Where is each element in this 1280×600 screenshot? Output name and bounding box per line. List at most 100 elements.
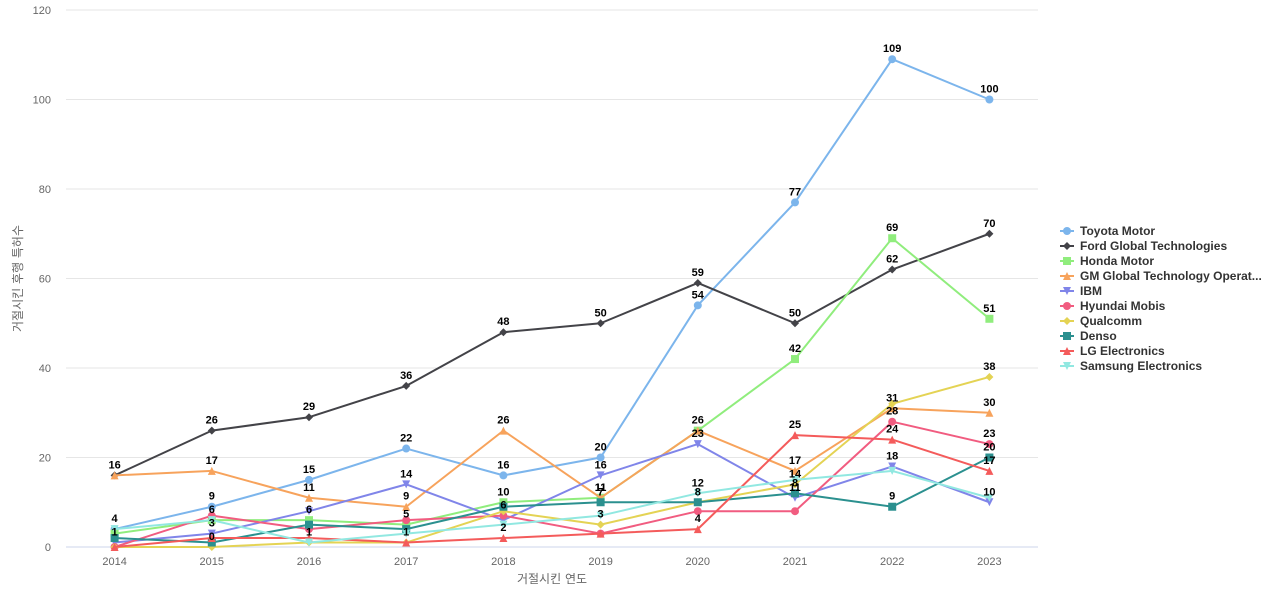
legend-item[interactable]: Denso [1060, 329, 1117, 343]
data-point[interactable] [693, 507, 702, 516]
data-point[interactable] [305, 507, 313, 516]
data-point[interactable] [791, 319, 799, 328]
data-point[interactable] [402, 520, 411, 529]
data-point[interactable] [985, 466, 994, 475]
data-point[interactable] [985, 229, 994, 238]
data-point[interactable] [499, 502, 508, 511]
data-point[interactable] [110, 471, 119, 480]
data-point[interactable] [791, 489, 799, 498]
data-point[interactable] [207, 516, 216, 525]
data-point[interactable] [693, 301, 702, 310]
data-point[interactable] [985, 498, 994, 507]
data-point[interactable] [693, 489, 702, 498]
data-point[interactable] [596, 520, 605, 529]
data-point[interactable] [791, 507, 799, 516]
data-point[interactable] [402, 525, 411, 534]
data-point[interactable] [207, 466, 216, 475]
data-point[interactable] [888, 55, 897, 64]
data-point[interactable] [596, 471, 605, 480]
data-point[interactable] [791, 355, 799, 364]
data-point[interactable] [402, 502, 411, 511]
data-point[interactable] [888, 234, 897, 243]
data-point[interactable] [402, 480, 411, 489]
legend-item[interactable]: GM Global Technology Operat... [1060, 269, 1262, 283]
legend-marker[interactable] [1063, 227, 1071, 235]
data-point[interactable] [207, 534, 216, 543]
data-point[interactable] [402, 444, 411, 453]
data-point[interactable] [596, 529, 605, 538]
data-point[interactable] [985, 95, 994, 104]
legend-marker[interactable] [1063, 302, 1071, 310]
data-point[interactable] [693, 440, 702, 449]
data-point[interactable] [402, 538, 411, 547]
data-point[interactable] [596, 511, 605, 520]
data-point[interactable] [596, 498, 605, 507]
data-point[interactable] [693, 426, 702, 435]
data-point[interactable] [985, 440, 994, 449]
data-point[interactable] [402, 516, 411, 525]
data-point[interactable] [499, 511, 508, 520]
data-point[interactable] [888, 502, 897, 511]
legend-item[interactable]: Toyota Motor [1060, 224, 1155, 238]
legend-item[interactable]: LG Electronics [1060, 344, 1165, 358]
data-point[interactable] [693, 278, 702, 287]
legend-item[interactable]: Qualcomm [1060, 314, 1142, 328]
data-point[interactable] [791, 431, 799, 440]
data-point[interactable] [596, 453, 605, 462]
data-point[interactable] [305, 520, 313, 529]
legend-item[interactable]: IBM [1060, 284, 1102, 298]
data-point[interactable] [499, 534, 508, 543]
legend-item[interactable]: Hyundai Mobis [1060, 299, 1166, 313]
data-point[interactable] [888, 462, 897, 471]
data-point[interactable] [499, 520, 508, 529]
data-point[interactable] [207, 426, 216, 435]
data-point[interactable] [985, 453, 994, 462]
data-point[interactable] [596, 319, 605, 328]
data-point[interactable] [791, 475, 799, 484]
data-point[interactable] [985, 408, 994, 417]
data-point[interactable] [888, 399, 897, 408]
data-point[interactable] [402, 529, 411, 538]
data-point[interactable] [305, 475, 313, 484]
data-point[interactable] [888, 404, 897, 413]
legend-item[interactable]: Honda Motor [1060, 254, 1154, 268]
data-point[interactable] [110, 525, 119, 534]
legend-marker[interactable] [1063, 257, 1071, 265]
data-point[interactable] [791, 466, 799, 475]
data-point[interactable] [693, 498, 702, 507]
legend-item[interactable]: Ford Global Technologies [1060, 239, 1227, 253]
data-point[interactable] [305, 516, 313, 525]
data-point[interactable] [110, 534, 119, 543]
data-point[interactable] [499, 498, 508, 507]
legend-marker[interactable] [1063, 362, 1071, 370]
data-point[interactable] [888, 466, 897, 475]
legend-item[interactable]: Samsung Electronics [1060, 359, 1202, 373]
data-point[interactable] [207, 502, 216, 511]
data-point[interactable] [791, 480, 799, 489]
data-point[interactable] [888, 417, 897, 426]
data-point[interactable] [207, 529, 216, 538]
data-point[interactable] [985, 372, 994, 381]
data-point[interactable] [693, 525, 702, 534]
data-point[interactable] [402, 381, 411, 390]
legend-marker[interactable] [1063, 242, 1071, 250]
data-point[interactable] [207, 538, 216, 547]
legend-marker[interactable] [1063, 347, 1071, 355]
data-point[interactable] [985, 314, 994, 323]
data-point[interactable] [888, 435, 897, 444]
data-point[interactable] [499, 471, 508, 480]
data-point[interactable] [499, 328, 508, 337]
data-point[interactable] [305, 493, 313, 502]
data-point[interactable] [305, 538, 313, 547]
legend-marker[interactable] [1063, 287, 1071, 295]
data-point[interactable] [305, 413, 313, 422]
legend-marker[interactable] [1063, 272, 1071, 280]
data-point[interactable] [791, 198, 799, 207]
legend-marker[interactable] [1063, 332, 1071, 340]
data-point[interactable] [110, 529, 119, 538]
legend-marker[interactable] [1063, 317, 1071, 325]
data-point[interactable] [110, 543, 119, 551]
data-point[interactable] [499, 426, 508, 435]
data-point[interactable] [888, 265, 897, 274]
